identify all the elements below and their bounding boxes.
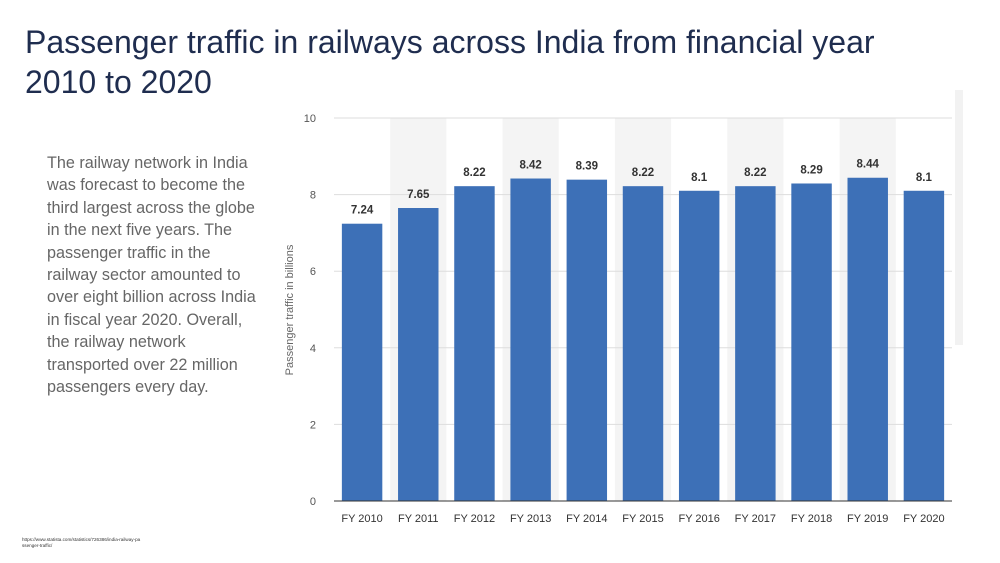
bar[interactable] [510,178,551,501]
bar[interactable] [847,177,888,502]
x-tick-label: FY 2017 [735,513,776,525]
data-label: 8.39 [576,161,598,173]
slide-description: The railway network in India was forecas… [47,154,256,397]
x-tick-label: FY 2014 [566,513,607,525]
x-tick-label: FY 2016 [678,513,719,525]
bar[interactable] [791,183,832,502]
bar[interactable] [735,186,776,501]
bar[interactable] [566,179,608,501]
y-axis-label: Passenger traffic in billions [284,244,296,375]
x-tick-label: FY 2011 [398,513,439,525]
source-url[interactable]: https://www.statista.com/statistics/7263… [22,537,141,548]
slide-title: Passenger traffic in railways across Ind… [25,24,875,100]
x-tick-labels: FY 2010 FY 2011 FY 2012 FY 2013 FY 2014 FY 20… [341,513,944,525]
data-label: 8.1 [916,172,933,184]
x-tick-label: FY 2010 [341,513,382,525]
y-tick-label: 2 [310,419,316,431]
x-tick-label: FY 2013 [510,513,551,525]
data-label: 7.65 [407,189,430,201]
x-tick-label: FY 2020 [903,513,944,525]
bar[interactable] [678,190,720,501]
data-label: 8.22 [744,167,766,179]
x-tick-label: FY 2015 [622,513,663,525]
data-label: 8.29 [800,164,822,176]
x-tick-label: FY 2019 [847,513,888,525]
bar[interactable] [622,186,664,501]
y-tick-label: 10 [304,113,316,125]
chart-right-shadow [955,90,963,345]
y-tick-label: 4 [310,343,316,355]
bar[interactable] [454,186,495,501]
bar[interactable] [398,208,439,501]
x-tick-label: FY 2018 [791,513,832,525]
y-tick-label: 8 [310,190,316,202]
y-tick-label: 6 [310,266,316,278]
y-tick-label: 0 [310,496,316,508]
x-tick-label: FY 2012 [454,513,495,525]
data-label: 8.42 [519,160,541,172]
bar[interactable] [903,190,945,501]
data-label: 7.24 [351,205,374,217]
data-label: 8.44 [857,159,880,171]
data-label: 8.1 [691,172,708,184]
y-tick-labels: 0 2 4 6 8 10 [304,113,316,508]
bars [341,177,945,502]
data-labels: 7.24 7.65 8.22 8.42 8.39 8.22 8.1 8.22 8.29 8.44 8… [351,159,933,217]
data-label: 8.22 [463,167,485,179]
data-label: 8.22 [632,167,654,179]
bar[interactable] [341,223,383,501]
